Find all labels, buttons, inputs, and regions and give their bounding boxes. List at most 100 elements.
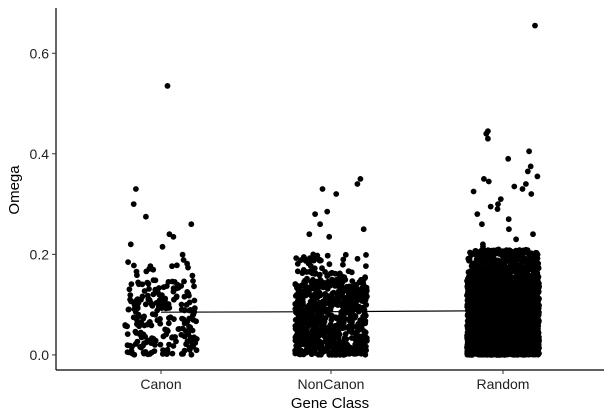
- data-point: [504, 267, 511, 274]
- data-point: [322, 334, 329, 341]
- data-point: [534, 283, 541, 289]
- data-point: [473, 262, 480, 268]
- data-point: [159, 243, 166, 250]
- data-point: [293, 255, 300, 261]
- data-point: [312, 211, 318, 218]
- data-point: [534, 289, 541, 295]
- data-point: [525, 258, 532, 265]
- data-point: [303, 341, 310, 348]
- data-point: [500, 327, 506, 334]
- data-point: [337, 342, 344, 349]
- data-point: [128, 281, 135, 287]
- data-point: [332, 270, 339, 277]
- data-point: [530, 328, 536, 335]
- data-point: [124, 331, 131, 337]
- data-point: [169, 263, 175, 270]
- data-point: [357, 176, 364, 182]
- data-point: [480, 253, 486, 260]
- data-point: [170, 233, 177, 240]
- data-point: [329, 290, 336, 297]
- data-point: [314, 252, 321, 259]
- data-point: [165, 320, 172, 327]
- data-point: [174, 262, 180, 269]
- data-point: [125, 349, 132, 356]
- data-point: [337, 274, 344, 281]
- data-point: [347, 318, 353, 325]
- data-point: [518, 310, 525, 317]
- data-point: [342, 337, 349, 344]
- data-point: [333, 191, 340, 197]
- data-point: [524, 285, 531, 292]
- y-axis: 0.00.20.40.6: [30, 8, 57, 370]
- data-point: [173, 338, 179, 345]
- data-point: [495, 267, 501, 274]
- data-point: [319, 322, 326, 329]
- data-point: [535, 304, 541, 310]
- data-point: [152, 277, 159, 284]
- data-point: [127, 342, 133, 349]
- data-point: [493, 260, 500, 267]
- data-point: [169, 334, 175, 341]
- data-point: [503, 289, 509, 296]
- data-point: [184, 318, 191, 325]
- data-point: [295, 286, 301, 293]
- data-point: [494, 283, 501, 289]
- data-point: [496, 247, 502, 254]
- data-point: [310, 293, 317, 299]
- data-point: [190, 278, 196, 284]
- data-point: [299, 300, 305, 306]
- data-point: [319, 330, 326, 337]
- data-point: [335, 292, 342, 298]
- data-point: [498, 273, 505, 279]
- data-point: [181, 347, 188, 354]
- data-point: [360, 313, 366, 320]
- data-point: [310, 267, 317, 274]
- data-point: [501, 335, 508, 342]
- data-point: [160, 347, 166, 353]
- data-point: [481, 314, 488, 320]
- data-point: [127, 241, 134, 248]
- data-point: [340, 261, 346, 268]
- data-point: [308, 263, 314, 270]
- data-point: [521, 248, 527, 255]
- data-point: [332, 280, 339, 287]
- data-point: [162, 326, 169, 333]
- data-point: [359, 297, 366, 304]
- data-point: [363, 284, 370, 291]
- data-point: [128, 298, 134, 305]
- data-point: [293, 350, 299, 357]
- data-point: [186, 323, 192, 330]
- data-point: [465, 290, 472, 296]
- data-point: [191, 283, 197, 290]
- data-point: [178, 283, 185, 289]
- data-point: [191, 334, 198, 341]
- data-point: [293, 306, 300, 312]
- data-point: [136, 321, 143, 328]
- data-point: [305, 306, 311, 313]
- data-point: [303, 349, 309, 356]
- data-point: [181, 278, 187, 285]
- data-point: [163, 283, 170, 289]
- data-point: [159, 292, 165, 299]
- data-point: [151, 348, 158, 354]
- data-point: [535, 265, 541, 272]
- data-point: [131, 262, 137, 269]
- data-point: [292, 337, 299, 344]
- data-point: [473, 336, 480, 343]
- y-tick-label: 0.4: [30, 146, 50, 162]
- data-point: [482, 267, 489, 273]
- data-point: [143, 213, 149, 220]
- data-point: [316, 340, 323, 346]
- data-point: [178, 331, 185, 338]
- data-point: [125, 306, 132, 313]
- data-point: [154, 307, 161, 314]
- data-point: [175, 326, 182, 332]
- data-point: [349, 278, 356, 284]
- data-point: [154, 317, 161, 324]
- data-point: [363, 292, 370, 299]
- data-point: [484, 286, 491, 292]
- data-point: [309, 329, 316, 336]
- data-point: [326, 261, 333, 268]
- data-point: [138, 334, 145, 341]
- data-point: [535, 343, 542, 350]
